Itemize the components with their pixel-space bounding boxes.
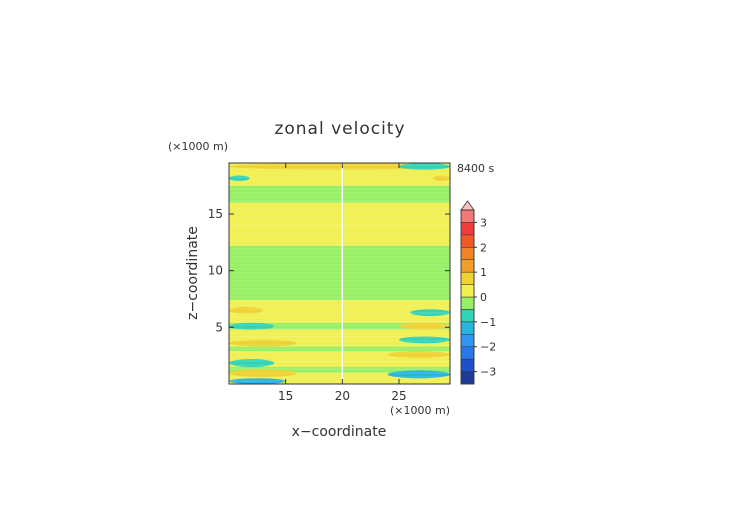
colorbar-swatch-6 bbox=[460, 296, 475, 310]
colorbar-tick-label: 0 bbox=[480, 291, 487, 304]
plot-frame bbox=[228, 162, 451, 385]
colorbar-swatch-5 bbox=[460, 309, 475, 323]
field-band-9 bbox=[229, 314, 450, 323]
x-tick-label-25: 25 bbox=[391, 389, 406, 403]
field-band-5 bbox=[229, 346, 450, 352]
colorbar-extend-arrow bbox=[460, 200, 475, 211]
colorbar-swatch-3 bbox=[460, 334, 475, 347]
field-contour-9 bbox=[399, 322, 450, 330]
colorbar-swatch-7 bbox=[460, 284, 475, 298]
colorbar-tick-label: −3 bbox=[480, 366, 496, 379]
x-unit-label: (×1000 m) bbox=[390, 404, 450, 417]
colorbar-swatch-0 bbox=[460, 371, 475, 385]
colorbar-tick-label: −2 bbox=[480, 341, 496, 354]
colorbar-tick-label: 1 bbox=[480, 266, 487, 279]
colorbar-swatch-13 bbox=[460, 209, 475, 223]
y-axis: 5 10 15 bbox=[208, 207, 450, 334]
colorbar-swatch-9 bbox=[460, 259, 475, 273]
colorbar-tick-label: −1 bbox=[480, 316, 496, 329]
field-band-10 bbox=[229, 306, 450, 315]
field-band-15 bbox=[229, 185, 450, 203]
chart-title: zonal velocity bbox=[274, 119, 405, 139]
field-contour-4 bbox=[229, 322, 275, 330]
field-band-13 bbox=[229, 225, 450, 246]
colorbar-swatch-10 bbox=[460, 247, 475, 260]
colorbar-tick-label: 2 bbox=[480, 241, 487, 254]
colorbar: 3 2 1 0 −1 −2 −3 bbox=[460, 200, 496, 385]
field-band-11 bbox=[229, 300, 450, 307]
field-band-8 bbox=[229, 322, 450, 330]
y-axis-title: z−coordinate bbox=[185, 226, 201, 320]
colorbar-tick-label: 3 bbox=[480, 216, 487, 229]
field-contour-5 bbox=[229, 306, 263, 314]
field-band-6 bbox=[229, 336, 450, 347]
colorbar-swatch-8 bbox=[460, 271, 475, 285]
field-contour-0 bbox=[229, 378, 286, 384]
colorbar-swatch-11 bbox=[460, 234, 475, 248]
x-axis-title: x−coordinate bbox=[292, 424, 387, 440]
field-contour-13 bbox=[229, 163, 450, 170]
colorbar-swatch-1 bbox=[460, 358, 475, 372]
field-contour-2 bbox=[229, 359, 275, 367]
field-band-4 bbox=[229, 351, 450, 362]
colorbar-swatch-4 bbox=[460, 321, 475, 335]
field-contour-7 bbox=[387, 351, 450, 358]
field-band-1 bbox=[229, 372, 450, 379]
colorbar-swatch-2 bbox=[460, 346, 475, 360]
field-band-12 bbox=[229, 245, 450, 301]
x-tick-label-20: 20 bbox=[335, 389, 350, 403]
field-contour-14 bbox=[399, 163, 450, 170]
field-contour-12 bbox=[433, 175, 450, 182]
colorbar-swatch-12 bbox=[460, 222, 475, 236]
field-contour-8 bbox=[399, 336, 450, 344]
field-contour-1 bbox=[229, 369, 297, 378]
time-label: 8400 s bbox=[457, 162, 494, 175]
y-tick-label-15: 15 bbox=[208, 207, 223, 221]
field-contour-6 bbox=[387, 370, 450, 379]
x-tick-label-15: 15 bbox=[278, 389, 293, 403]
x-axis: 15 20 25 bbox=[278, 163, 407, 403]
field-contour-11 bbox=[229, 175, 250, 182]
field-band-2 bbox=[229, 367, 450, 373]
field-band-0 bbox=[229, 378, 450, 384]
field-band-3 bbox=[229, 361, 450, 367]
y-tick-label-5: 5 bbox=[215, 320, 223, 334]
field-band-14 bbox=[229, 202, 450, 226]
field-contour-3 bbox=[229, 339, 297, 347]
plot-area bbox=[229, 163, 450, 384]
y-unit-label: (×1000 m) bbox=[168, 140, 228, 153]
field-band-7 bbox=[229, 329, 450, 337]
y-tick-label-10: 10 bbox=[208, 264, 223, 278]
field-contour-10 bbox=[410, 309, 450, 316]
